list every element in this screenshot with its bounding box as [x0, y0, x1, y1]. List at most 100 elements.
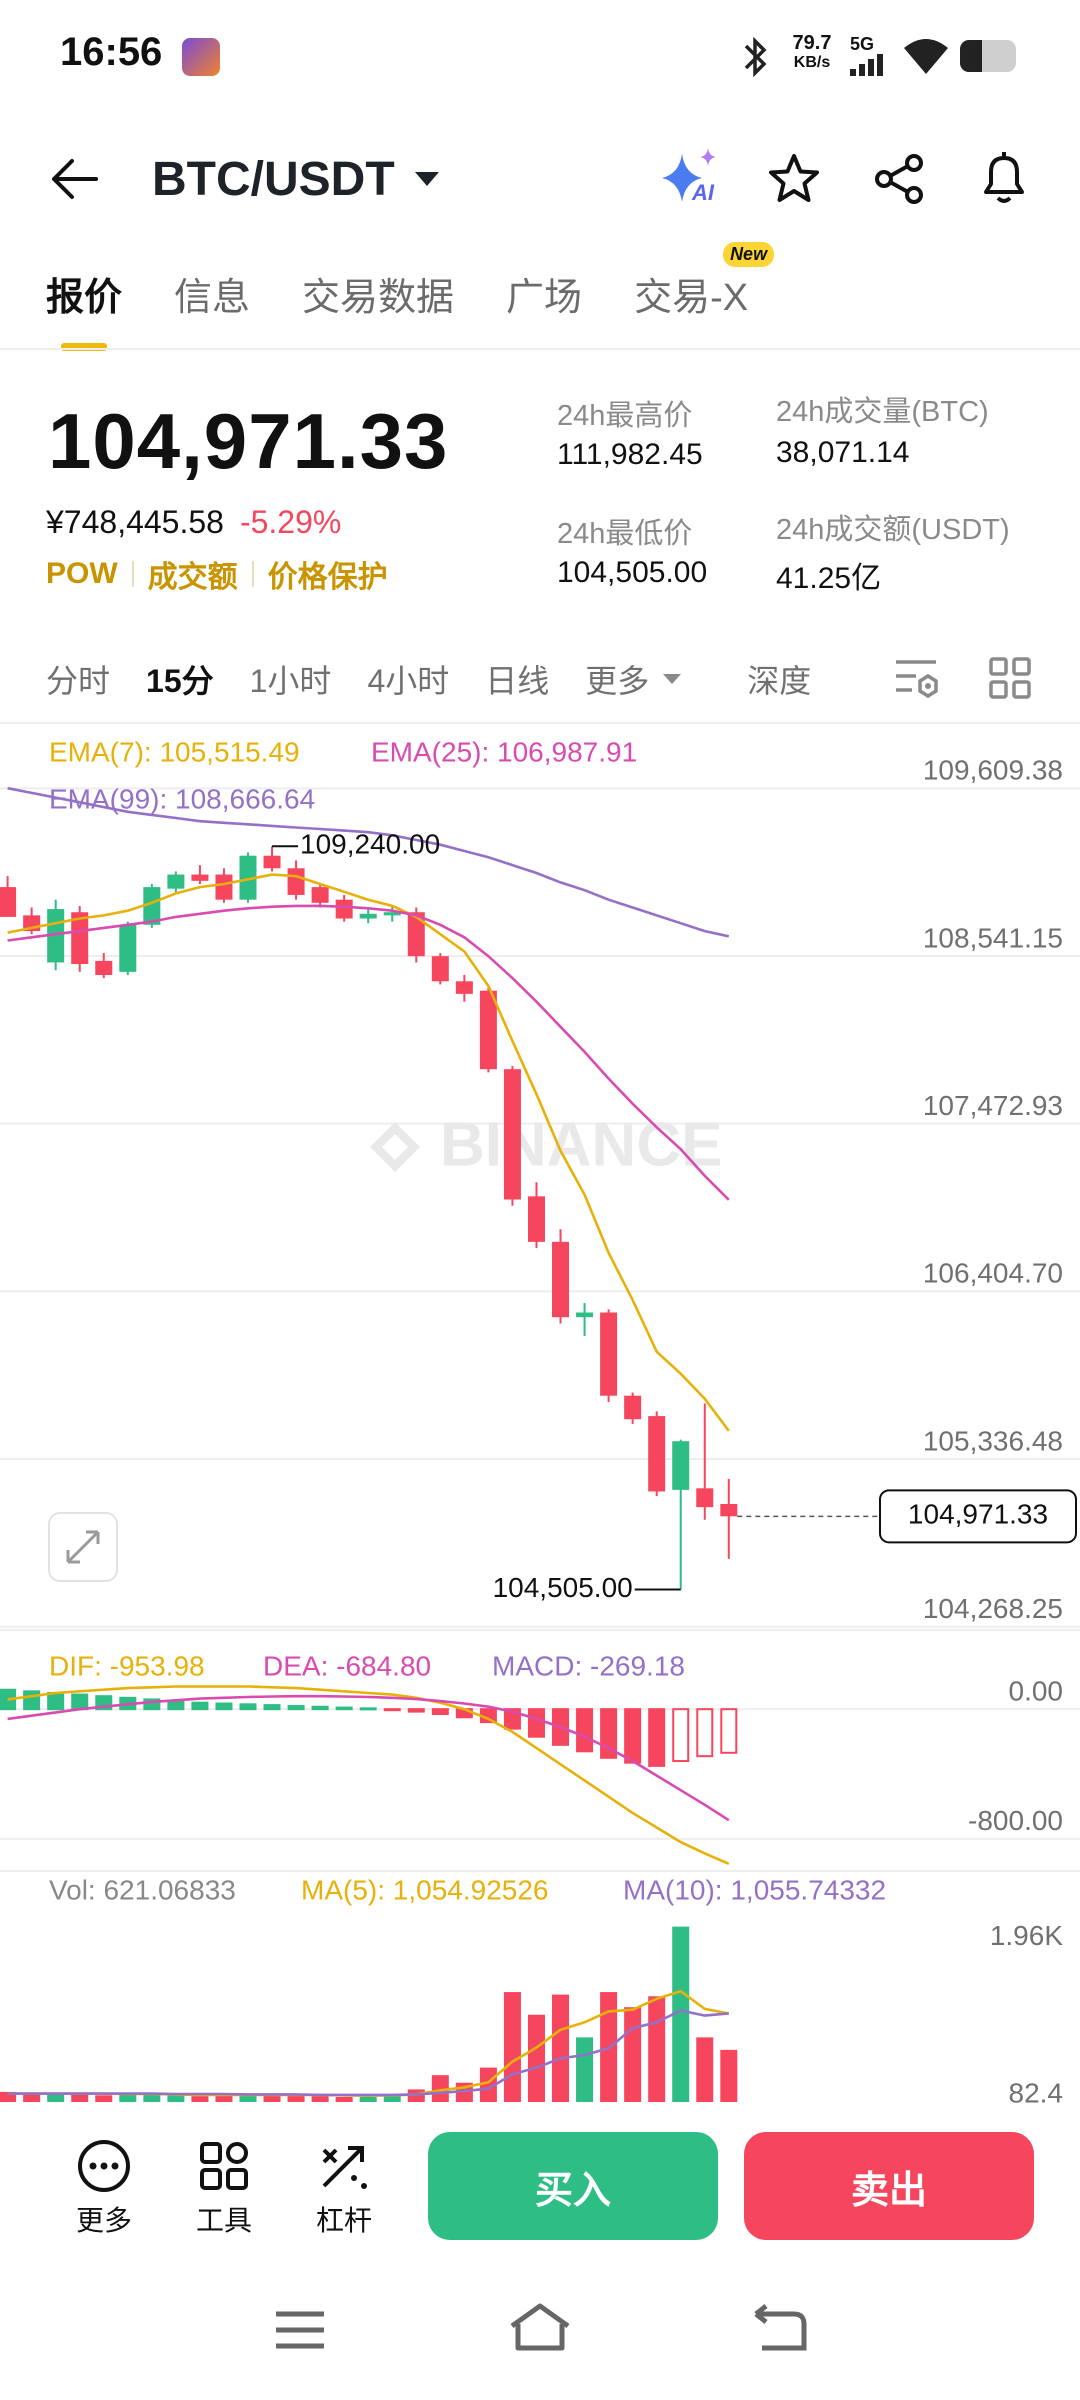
tag[interactable]: POW	[46, 557, 118, 590]
candle-body	[455, 981, 473, 994]
kline-chart[interactable]: 109,609.38 108,541.15 107,472.93 106,404.70…	[0, 724, 1080, 2114]
macd-bar	[287, 1704, 305, 1711]
nav-menu[interactable]	[272, 2308, 328, 2352]
action-label: 杠杆	[315, 2205, 372, 2236]
nav-home[interactable]	[508, 2302, 572, 2354]
stat-value: 111,982.45	[557, 438, 703, 471]
macd-bar	[23, 1690, 41, 1711]
alert-button[interactable]	[976, 148, 1032, 208]
interval-label: 分时	[46, 663, 111, 699]
candle-body	[263, 855, 281, 869]
stat-label: 24h成交量(BTC)	[776, 396, 989, 428]
macd-bar	[239, 1703, 257, 1711]
volume-bar	[23, 2094, 41, 2102]
candle-body	[479, 990, 497, 1070]
divider	[0, 348, 1080, 350]
ai-badge: AI	[692, 180, 714, 205]
volume-bar	[95, 2095, 113, 2102]
candle-body	[527, 1196, 545, 1242]
tab[interactable]: 广场	[506, 277, 583, 319]
macd-bar	[335, 1706, 353, 1711]
app-icon	[182, 38, 220, 76]
interval[interactable]: 日线	[485, 656, 549, 702]
nav-back[interactable]	[752, 2304, 808, 2354]
candle-body	[503, 1069, 521, 1200]
macd-bar	[527, 1708, 545, 1738]
ma-line	[7, 1989, 730, 2098]
pair-selector[interactable]: BTC/USDT	[152, 148, 449, 210]
volume-bar	[335, 2096, 353, 2102]
y-tick-label: -800.00	[968, 1805, 1063, 1836]
tag-separator	[131, 561, 134, 587]
buy-button[interactable]: 买入	[428, 2132, 718, 2240]
legend-entry: EMA(25): 106,987.91	[371, 736, 637, 767]
legend-entry: MA(5): 1,054.92526	[301, 1874, 549, 1905]
volume-bar	[720, 2049, 738, 2102]
interval[interactable]: 分时	[46, 656, 110, 702]
more-icon	[78, 2140, 130, 2192]
y-tick-label: 109,609.38	[923, 755, 1063, 786]
indicator-settings-button[interactable]	[892, 656, 942, 700]
favorite-button[interactable]	[766, 152, 822, 206]
candle-body	[552, 1241, 570, 1318]
candle-body	[311, 887, 329, 903]
volume-bar	[672, 1926, 690, 2102]
macd-line	[7, 1694, 730, 1822]
tab[interactable]: 报价	[46, 266, 122, 351]
volume-bar	[215, 2094, 233, 2102]
ai-button[interactable]: AI	[656, 146, 728, 212]
candle-body	[143, 887, 161, 925]
tab-underline	[61, 343, 107, 351]
tools-action[interactable]: 工具	[174, 2138, 274, 2239]
back-button[interactable]	[48, 156, 100, 202]
legend-entry: MA(10): 1,055.74332	[623, 1874, 886, 1905]
tab[interactable]: 交易数据	[302, 277, 455, 319]
candle-body	[95, 960, 113, 976]
tag[interactable]: 成交额	[147, 561, 238, 594]
interval[interactable]: 1小时	[250, 656, 332, 702]
candle-body	[287, 868, 305, 895]
layout-button[interactable]	[988, 656, 1032, 700]
interval[interactable]: 更多	[585, 656, 687, 702]
leverage-action[interactable]: 杠杆	[294, 2138, 394, 2239]
volume-bar	[503, 1992, 521, 2102]
last-price-label: 104,971.33	[908, 1499, 1048, 1530]
ema-line	[7, 873, 730, 1432]
candle-body	[0, 887, 17, 917]
wifi-icon	[904, 39, 948, 74]
macd-bar	[47, 1691, 65, 1711]
interval-label: 4小时	[367, 663, 450, 699]
stat-label: 24h成交额(USDT)	[776, 514, 1010, 546]
macd-bar	[191, 1701, 209, 1711]
tag[interactable]: 价格保护	[267, 561, 388, 594]
interval-label: 15分	[146, 663, 214, 699]
fullscreen-button[interactable]	[48, 1512, 118, 1582]
pair-dropdown-icon	[414, 172, 439, 186]
stat-label: 24h最低价	[557, 518, 693, 550]
ema-line	[7, 904, 730, 1201]
legend-entry: EMA(99): 108,666.64	[49, 783, 315, 814]
interval[interactable]: 15分	[146, 656, 214, 702]
interval-label: 更多	[585, 663, 650, 699]
tab[interactable]: 交易-X New	[634, 242, 775, 321]
tag-row: POW 成交额 价格保护	[46, 552, 388, 596]
leverage-icon	[322, 2146, 367, 2189]
volume-bar	[624, 2007, 642, 2102]
battery-icon	[960, 40, 1016, 72]
volume-bar	[696, 2037, 714, 2102]
sell-button[interactable]: 卖出	[744, 2132, 1034, 2240]
tab[interactable]: 信息	[174, 277, 251, 319]
watermark-logo	[370, 1122, 420, 1172]
more-action[interactable]: 更多	[54, 2138, 154, 2239]
watermark-text: BINANCE	[440, 1110, 722, 1179]
candle-body	[720, 1503, 738, 1517]
interval[interactable]: 深度	[747, 656, 811, 702]
bluetooth-icon	[744, 36, 767, 78]
share-button[interactable]	[872, 152, 928, 206]
macd-bar	[431, 1708, 449, 1716]
macd-bar	[672, 1708, 690, 1763]
y-tick-label: 105,336.48	[923, 1425, 1063, 1456]
interval[interactable]: 4小时	[367, 656, 449, 702]
action-label: 工具	[195, 2205, 252, 2236]
